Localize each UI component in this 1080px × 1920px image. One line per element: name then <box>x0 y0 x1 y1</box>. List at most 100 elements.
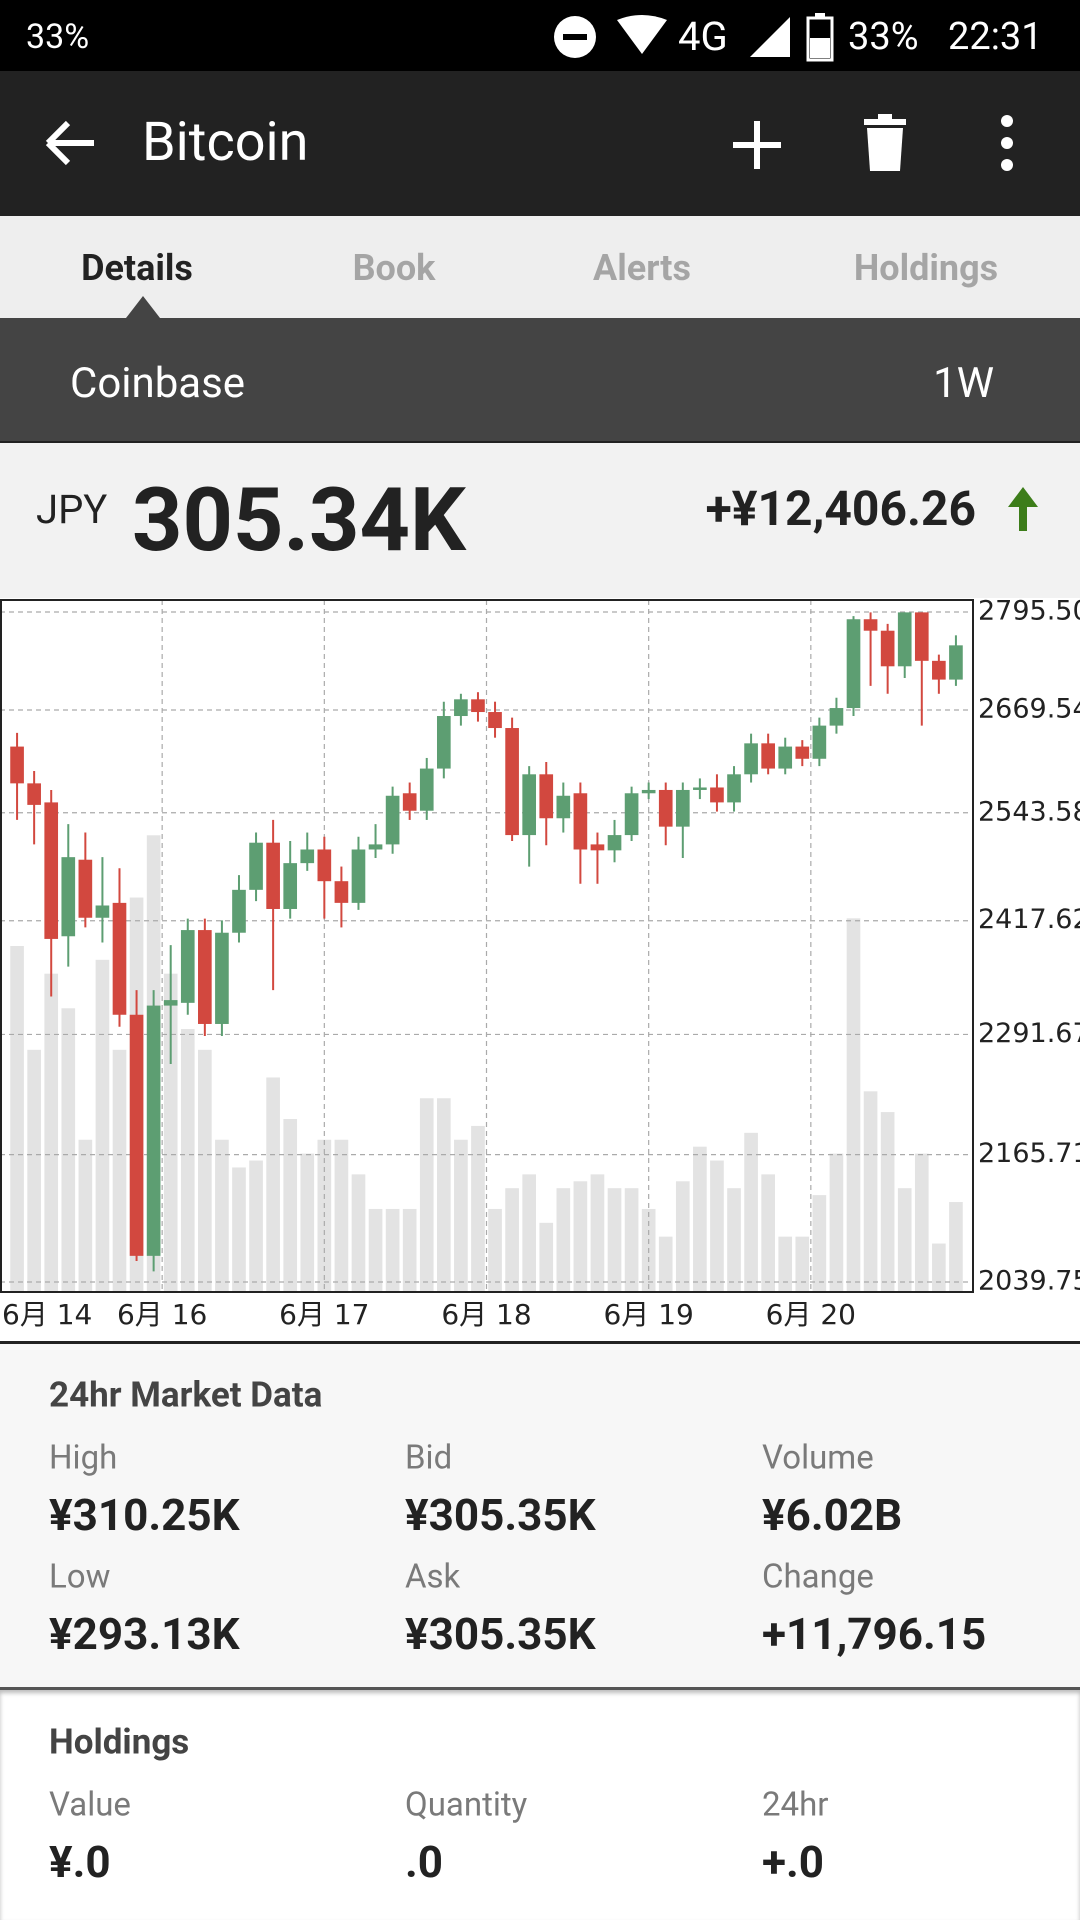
y-tick-label: 2165.71 <box>978 1138 1080 1169</box>
volume-bar <box>522 1174 537 1292</box>
candle-body <box>249 842 263 890</box>
volume-bar <box>419 1098 434 1292</box>
holdings: Holdings Value ¥.0 Quantity .0 24hr +.0 <box>0 1687 1080 1920</box>
candle-body <box>505 728 519 836</box>
volume-bar <box>829 1153 844 1292</box>
candle-body <box>710 787 724 803</box>
candle-body <box>436 716 451 769</box>
candle-body <box>522 774 537 836</box>
back-button[interactable] <box>40 118 100 168</box>
candle-body <box>846 619 861 709</box>
price: 305.34K <box>132 469 466 572</box>
app-title: Bitcoin <box>142 111 309 174</box>
candle-body <box>146 1005 161 1256</box>
period[interactable]: 1W <box>933 359 994 408</box>
x-tick-label: 6月 17 <box>279 1298 369 1331</box>
candle-body <box>61 857 76 937</box>
stat-value: +.0 <box>762 1836 824 1888</box>
battery-icon <box>806 13 834 62</box>
candle-body <box>78 859 93 918</box>
stat-value: ¥305.35K <box>405 1489 596 1541</box>
volume-bar <box>556 1188 571 1292</box>
tab[interactable]: Alerts <box>593 247 691 289</box>
volume-bar <box>78 1139 93 1292</box>
volume-bar <box>846 918 861 1292</box>
volume-bar <box>505 1188 519 1292</box>
volume-bar <box>61 1008 76 1292</box>
stat-value: ¥293.13K <box>49 1608 240 1660</box>
candle-body <box>129 1014 144 1256</box>
candle-body <box>761 743 775 769</box>
volume-bar <box>215 1139 229 1292</box>
volume-bar <box>658 1236 673 1292</box>
candle-body <box>914 612 929 661</box>
candle-body <box>778 746 793 769</box>
y-tick-label: 2039.75 <box>978 1266 1080 1297</box>
candle-body <box>556 795 571 819</box>
candle-body <box>112 902 127 1015</box>
delete-button[interactable] <box>862 113 908 173</box>
stat-label: Quantity <box>405 1785 528 1825</box>
candle-body <box>658 789 673 827</box>
y-tick-label: 2543.58 <box>978 796 1080 827</box>
candle-body <box>539 774 554 819</box>
volume-bar <box>198 1049 212 1292</box>
candle-body <box>590 844 605 851</box>
candle-body <box>402 793 417 811</box>
candle-body <box>471 699 485 713</box>
candle-body <box>624 793 639 836</box>
up-arrow <box>1008 487 1038 531</box>
volume-bar <box>539 1222 554 1292</box>
volume-bar <box>795 1236 810 1292</box>
candle-body <box>488 712 502 729</box>
candle-body <box>180 930 195 1003</box>
candle-body <box>95 905 110 918</box>
volume-bar <box>300 1153 315 1292</box>
volume-bar <box>266 1077 280 1292</box>
candle-body <box>932 660 946 680</box>
y-tick-label: 2795.50 <box>978 598 1080 627</box>
volume-bar <box>932 1243 946 1292</box>
chart-frame <box>0 599 974 1293</box>
volume-bar <box>10 946 24 1292</box>
add-button[interactable] <box>730 118 784 172</box>
volume-bar <box>880 1112 895 1292</box>
candle-body <box>812 725 827 759</box>
candle-body <box>351 849 366 903</box>
volume-bar <box>488 1208 502 1292</box>
section-title: Holdings <box>49 1721 190 1763</box>
volume-bar <box>351 1174 366 1292</box>
volume-bar <box>334 1139 349 1292</box>
x-tick-label: 6月 19 <box>603 1298 693 1331</box>
candle-body <box>863 619 878 631</box>
market-data: 24hr Market Data High ¥310.25K Bid ¥305.… <box>0 1341 1080 1687</box>
price-row: JPY 305.34K +¥12,406.26 <box>0 443 1080 598</box>
exchange[interactable]: Coinbase <box>70 359 246 408</box>
candle-body <box>880 630 895 667</box>
tab[interactable]: Details <box>81 247 193 289</box>
candle-body <box>368 844 383 850</box>
candle-body <box>10 746 24 784</box>
candle-body <box>266 842 280 909</box>
candle-body <box>232 889 246 933</box>
stat-label: High <box>49 1438 118 1478</box>
tab-indicator <box>126 296 160 318</box>
volume-bar <box>710 1160 724 1292</box>
tab[interactable]: Book <box>352 247 436 289</box>
stat-value: ¥305.35K <box>405 1608 596 1660</box>
volume-bar <box>914 1153 929 1292</box>
chart: 2795.50 2669.54 2543.58 2417.62 2291.67 2165.… <box>0 598 1080 1331</box>
stat-label: Ask <box>405 1557 461 1597</box>
x-tick-label: 6月 14 <box>2 1298 92 1331</box>
volume-bar <box>249 1160 263 1292</box>
app-bar: Bitcoin <box>0 71 1080 216</box>
more-button[interactable] <box>994 113 1020 173</box>
volume-bar <box>761 1174 775 1292</box>
candle-body <box>198 930 212 1024</box>
candle-body <box>385 795 400 845</box>
candle-body <box>215 932 229 1024</box>
section-title: 24hr Market Data <box>49 1374 323 1416</box>
stat-label: Value <box>49 1785 131 1825</box>
tab[interactable]: Holdings <box>853 247 999 289</box>
status-bar: 33% 4G 33% 22:31 <box>0 0 1080 71</box>
